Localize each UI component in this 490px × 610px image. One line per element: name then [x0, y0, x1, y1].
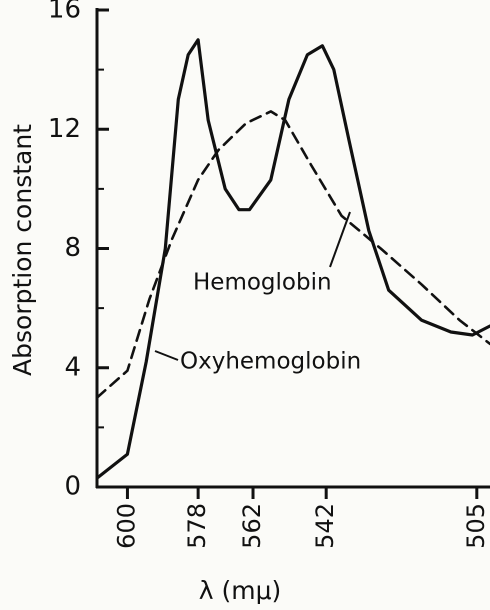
y-tick-label: 4 — [64, 352, 81, 382]
annotation: Hemoglobin — [193, 270, 332, 296]
x-tick-label: 562 — [238, 503, 266, 549]
y-tick-label: 8 — [64, 233, 81, 263]
x-tick-label: 578 — [183, 503, 211, 549]
series-line — [97, 38, 490, 480]
series-line — [97, 110, 490, 399]
y-tick-label: 0 — [64, 472, 81, 502]
x-tick-label: 542 — [311, 503, 339, 549]
y-tick-label: 16 — [48, 0, 81, 25]
annotation-pointer — [154, 350, 179, 361]
y-tick-label: 12 — [48, 114, 81, 144]
x-tick-label: 600 — [112, 503, 140, 549]
y-axis-label: Absorption constant — [8, 124, 37, 376]
x-axis-label: λ (mμ) — [199, 576, 282, 605]
annotation: Oxyhemoglobin — [180, 349, 361, 375]
plot-area — [97, 38, 490, 480]
annotation-pointer — [329, 211, 351, 268]
x-tick-label: 505 — [462, 503, 490, 549]
